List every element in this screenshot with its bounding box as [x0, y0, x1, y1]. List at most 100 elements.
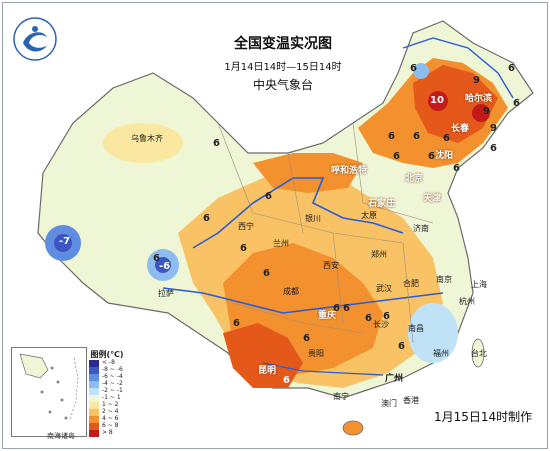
legend-swatch [89, 360, 99, 367]
legend-label: < -8 [102, 359, 115, 366]
city-label: 上海 [471, 280, 487, 289]
city-label: 昆明 [258, 366, 277, 376]
city-label: 福州 [433, 349, 449, 358]
city-label: 北京 [405, 174, 424, 184]
city-label: 太原 [361, 211, 377, 220]
cold-spot-west-core [54, 234, 72, 252]
cma-logo [13, 17, 57, 61]
city-label: 哈尔滨 [465, 94, 493, 104]
contour-value: 6 [490, 143, 497, 154]
legend-item: -2 ~ -1 [89, 387, 127, 395]
legend-swatch [89, 416, 99, 423]
legend-swatch [89, 430, 99, 437]
legend-swatch [89, 367, 99, 374]
legend-swatch [89, 402, 99, 409]
yellow-river [192, 177, 404, 249]
city-label: 拉萨 [158, 289, 174, 298]
cool-xinjiang [103, 123, 183, 163]
contour-value: 6 [343, 303, 350, 314]
contour-value: 6 [283, 375, 290, 386]
legend-label: > 8 [102, 429, 113, 436]
contour-value: 6 [388, 131, 395, 142]
map-title: 全国变温实况图 [234, 36, 332, 52]
legend-item: < -8 [89, 359, 127, 367]
contour-value: 6 [233, 318, 240, 329]
legend-swatch [89, 409, 99, 416]
city-label: 石家庄 [368, 199, 396, 209]
legend-item: > 8 [89, 429, 127, 437]
city-label: 台北 [471, 349, 487, 358]
warm-yunnan [223, 323, 303, 388]
contour-value: 6 [265, 191, 272, 202]
legend-item: -8 ~ -6 [89, 366, 127, 374]
contour-value: 6 [213, 138, 220, 149]
city-label: 银川 [305, 214, 321, 223]
contour-value: 6 [413, 131, 420, 142]
temperature-map [37, 20, 534, 436]
legend-swatch [89, 388, 99, 395]
city-label: 郑州 [371, 250, 387, 259]
contour-value: 6 [383, 311, 390, 322]
city-label: 兰州 [273, 239, 289, 248]
legend-label: 2 ~ 4 [102, 408, 119, 415]
city-label: 西安 [323, 261, 339, 270]
legend-label: -4 ~ -2 [102, 380, 123, 387]
legend-item: 2 ~ 4 [89, 408, 127, 416]
city-label: 呼和浩特 [331, 166, 368, 176]
legend-item: 4 ~ 6 [89, 415, 127, 423]
contour-value: 9 [483, 106, 490, 117]
contour-value: 10 [430, 95, 444, 106]
legend-label: -1 ~ 1 [102, 394, 121, 401]
contour-value: 6 [333, 303, 340, 314]
city-label: 济南 [413, 224, 429, 233]
city-label: 广州 [385, 374, 404, 384]
cool-east-coast [408, 303, 458, 363]
south-china-sea-inset [11, 347, 87, 437]
legend-swatch [89, 423, 99, 430]
contour-value: 9 [473, 75, 480, 86]
contour-value: 6 [365, 313, 372, 324]
contour-value: 6 [240, 243, 247, 254]
contour-value: 6 [453, 163, 460, 174]
contour-value: -7 [59, 236, 71, 247]
contour-value: 6 [443, 133, 450, 144]
legend-item: -4 ~ -2 [89, 380, 127, 388]
taiwan-island [471, 338, 485, 368]
contour-value: 6 [428, 151, 435, 162]
contour-value: 6 [393, 151, 400, 162]
yangtze-river [162, 287, 444, 314]
city-label: 天津 [423, 194, 442, 204]
issued-time: 1月15日14时制作 [434, 410, 533, 424]
legend-swatch [89, 381, 99, 388]
heilongjiang-river [402, 37, 514, 99]
contour-value: 6 [203, 213, 210, 224]
city-label: 长春 [451, 124, 470, 134]
time-range: 1月14日14时—15日14时 [224, 62, 342, 73]
legend-swatch [89, 395, 99, 402]
contour-value: 6 [303, 333, 310, 344]
legend-item: 1 ~ 2 [89, 401, 127, 409]
city-label: 乌鲁木齐 [131, 134, 163, 143]
city-label: 西宁 [238, 222, 254, 231]
contour-value: 6 [508, 63, 515, 74]
hot-spot-ne2 [472, 104, 490, 122]
pearl-river [262, 362, 384, 376]
city-label: 重庆 [318, 311, 337, 321]
city-label: 成都 [283, 287, 299, 296]
warm-mongolia [253, 153, 363, 193]
contour-value: 6 [513, 98, 520, 109]
legend-item: 6 ~ 8 [89, 422, 127, 430]
legend-label: 6 ~ 8 [102, 422, 119, 429]
city-label: 贵阳 [308, 349, 324, 358]
contour-value: 6 [410, 63, 417, 74]
legend-swatch [89, 374, 99, 381]
legend-title: 图例(℃) [90, 350, 124, 359]
hot-spot-ne [428, 91, 448, 111]
agency-name: 中央气象台 [252, 78, 313, 92]
inset-label: 南海诸岛 [47, 432, 75, 440]
cold-spot-tibet-core [155, 257, 171, 273]
legend-label: -2 ~ -1 [102, 387, 123, 394]
legend-item: -6 ~ -4 [89, 373, 127, 381]
city-label: 南宁 [333, 392, 349, 401]
